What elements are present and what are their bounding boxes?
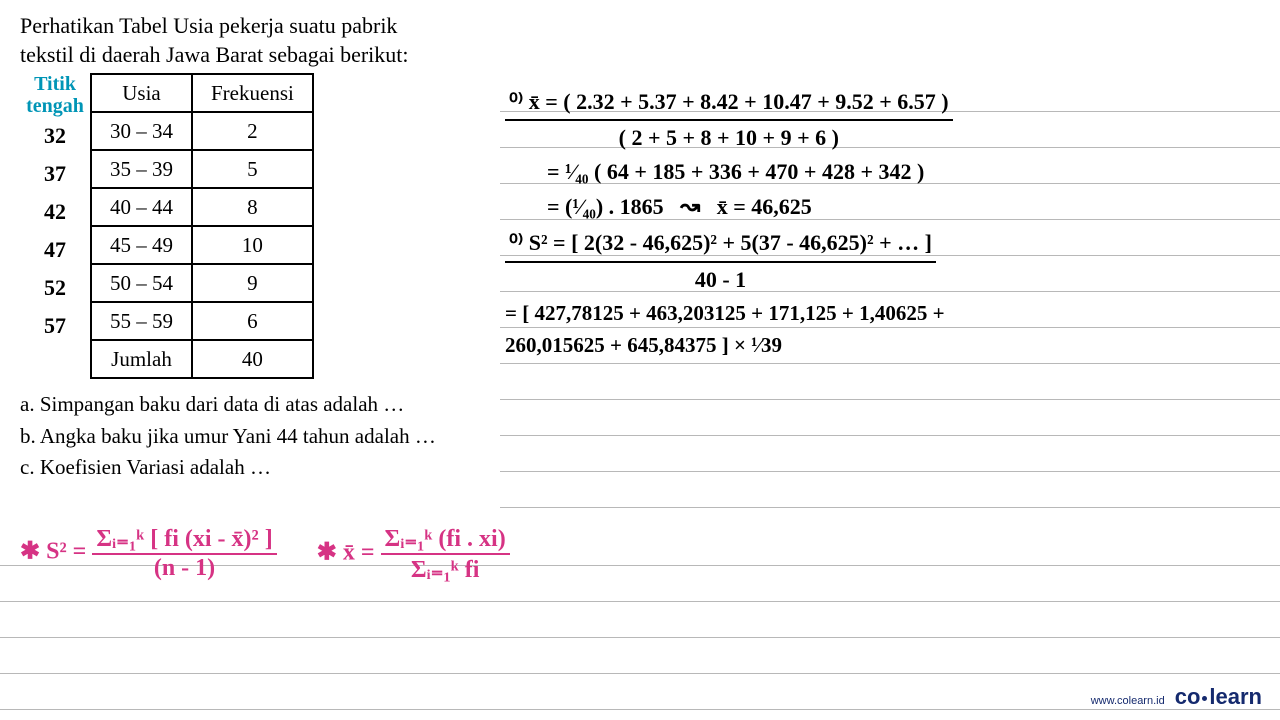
midpoint-column: Titik tengah 32 37 42 47 52 57	[20, 73, 90, 379]
titik-label: Titik tengah	[20, 73, 90, 117]
brand-name: colearn	[1175, 684, 1262, 710]
midpoint-val: 57	[20, 307, 90, 345]
table-row: 35 – 395	[91, 150, 313, 188]
work-line: = [ 427,78125 + 463,203125 + 171,125 + 1…	[505, 297, 1265, 330]
table-row: 50 – 549	[91, 264, 313, 302]
col-header: Usia	[91, 74, 192, 112]
formula-s2: ✱ S² = Σᵢ₌₁ᵏ [ fi (xi - x̄)² ] (n - 1)	[20, 524, 277, 582]
questions-list: a. Simpangan baku dari data di atas adal…	[20, 389, 500, 484]
midpoint-val: 32	[20, 117, 90, 155]
midpoint-val: 47	[20, 231, 90, 269]
table-row: 45 – 4910	[91, 226, 313, 264]
table-wrapper: Titik tengah 32 37 42 47 52 57 Usia Frek…	[20, 73, 500, 379]
brand-url: www.colearn.id	[1091, 695, 1165, 707]
table-row: 40 – 448	[91, 188, 313, 226]
midpoint-val: 52	[20, 269, 90, 307]
brand-logo: www.colearn.id colearn	[1091, 684, 1262, 710]
question-c: c. Koefisien Variasi adalah …	[20, 452, 500, 484]
data-table: Usia Frekuensi 30 – 342 35 – 395 40 – 44…	[90, 73, 314, 379]
work-line: 260,015625 + 645,84375 ] × ¹∕39	[505, 329, 1265, 362]
handwritten-work: ⁰⁾ x̄ = ( 2.32 + 5.37 + 8.42 + 10.47 + 9…	[505, 85, 1265, 362]
left-column: Perhatikan Tabel Usia pekerja suatu pabr…	[20, 12, 500, 484]
dot-icon	[1202, 696, 1207, 701]
work-line: = (¹∕₄₀) . 1865 ↝ x̄ = 46,625	[505, 189, 1265, 226]
table-header-row: Usia Frekuensi	[91, 74, 313, 112]
work-line: ⁰⁾ S² = [ 2(32 - 46,625)² + 5(37 - 46,62…	[505, 226, 1265, 296]
work-line: ⁰⁾ x̄ = ( 2.32 + 5.37 + 8.42 + 10.47 + 9…	[505, 85, 1265, 155]
table-footer-row: Jumlah40	[91, 340, 313, 378]
problem-line1: Perhatikan Tabel Usia pekerja suatu pabr…	[20, 13, 397, 38]
midpoint-val: 37	[20, 155, 90, 193]
formula-xbar: ✱ x̄ = Σᵢ₌₁ᵏ (fi . xi) Σᵢ₌₁ᵏ fi	[317, 524, 510, 584]
question-b: b. Angka baku jika umur Yani 44 tahun ad…	[20, 421, 500, 453]
question-a: a. Simpangan baku dari data di atas adal…	[20, 389, 500, 421]
problem-statement: Perhatikan Tabel Usia pekerja suatu pabr…	[20, 12, 500, 69]
formula-row: ✱ S² = Σᵢ₌₁ᵏ [ fi (xi - x̄)² ] (n - 1) ✱…	[20, 524, 510, 584]
work-line: = ¹∕₄₀ ( 64 + 185 + 336 + 470 + 428 + 34…	[505, 155, 1265, 189]
arrow-icon: ↝	[680, 194, 700, 220]
problem-line2: tekstil di daerah Jawa Barat sebagai ber…	[20, 42, 409, 67]
table-row: 30 – 342	[91, 112, 313, 150]
table-row: 55 – 596	[91, 302, 313, 340]
midpoint-val: 42	[20, 193, 90, 231]
col-header: Frekuensi	[192, 74, 313, 112]
